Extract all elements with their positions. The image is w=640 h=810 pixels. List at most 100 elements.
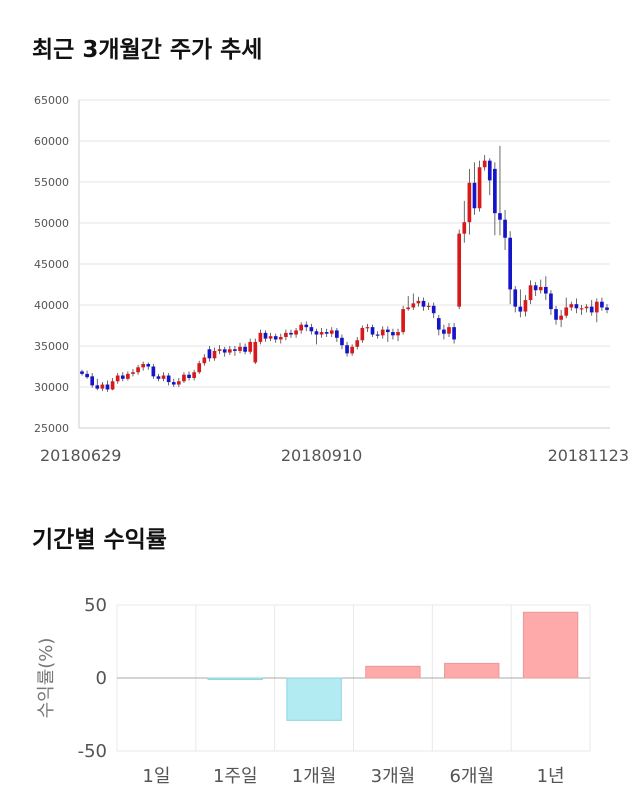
candle-body — [258, 332, 263, 342]
candle-body — [345, 345, 349, 354]
x-tick-label: 20180629 — [40, 446, 121, 465]
y-tick-label: 55000 — [34, 176, 69, 189]
candle-body — [289, 332, 293, 335]
candle-body — [487, 160, 492, 181]
candle-body — [385, 329, 390, 333]
y-tick-label: 25000 — [34, 422, 69, 435]
x-tick-label: 20180910 — [281, 446, 362, 465]
candle-body — [222, 349, 227, 353]
x-category-label: 1년 — [537, 766, 565, 787]
candle-body — [110, 381, 115, 390]
candle-body — [442, 329, 446, 334]
candle-body — [263, 332, 268, 339]
candle-body — [503, 219, 507, 238]
candle-body — [355, 340, 360, 347]
candle-body — [177, 381, 181, 385]
candle-body — [600, 301, 604, 308]
candle-body — [171, 382, 176, 385]
candle-body — [212, 350, 217, 359]
candle-body — [380, 329, 385, 336]
candle-body — [452, 327, 456, 340]
candle-body — [146, 364, 151, 367]
candle-body — [549, 293, 553, 310]
candle-body — [248, 341, 253, 352]
candlestick-chart: 25000 30000 35000 40000 45000 50000 55000 60000… — [34, 94, 629, 465]
y-tick-label: 45000 — [34, 258, 69, 271]
candle-body — [406, 307, 411, 310]
candle-body — [594, 301, 599, 313]
candle-body — [227, 349, 232, 353]
candle-body — [370, 327, 375, 335]
y-tick-label: 0 — [96, 668, 107, 689]
candle-body — [268, 336, 273, 339]
x-tick-label: 20181123 — [548, 446, 629, 465]
candle-body — [513, 289, 518, 307]
candle-body — [217, 349, 222, 351]
candle-body — [589, 306, 594, 313]
candle-body — [238, 346, 242, 351]
candle-body — [202, 357, 207, 364]
candle-body — [120, 375, 125, 379]
candle-body — [605, 307, 609, 310]
candle-body — [401, 309, 405, 333]
candle-body — [335, 330, 339, 338]
x-category-label: 1일 — [142, 766, 170, 787]
candle-body — [340, 337, 344, 346]
candle-body — [447, 327, 451, 334]
candle-body — [482, 160, 487, 168]
candle-body — [233, 349, 237, 351]
y-tick-label: 50 — [84, 595, 107, 616]
y-tick-label: 40000 — [34, 299, 69, 312]
candle-body — [493, 168, 497, 214]
candle-body — [329, 330, 334, 334]
candle-body — [431, 305, 436, 314]
candle-body — [518, 306, 523, 312]
candle-body — [273, 336, 278, 340]
candle-body — [304, 324, 309, 328]
candle-body — [126, 373, 130, 379]
candle-body — [105, 384, 110, 390]
candle-body — [243, 346, 247, 352]
candle-body — [436, 318, 441, 330]
x-category-label: 3개월 — [371, 766, 416, 787]
candle-body — [324, 332, 329, 334]
candle-body — [319, 332, 324, 335]
candle-body — [579, 308, 584, 310]
candle-body — [538, 286, 543, 291]
candle-body — [411, 303, 416, 308]
candle-body — [131, 372, 135, 374]
y-tick-label: 60000 — [34, 135, 69, 148]
y-axis-label: 수익률(%) — [36, 638, 57, 719]
returns-chart-title: 기간별 수익률 — [32, 527, 167, 553]
y-tick-label: 50000 — [34, 217, 69, 230]
candle-body — [115, 375, 120, 382]
candle-body — [294, 330, 298, 335]
candle-body — [197, 363, 202, 373]
candle-body — [574, 304, 579, 309]
x-category-label: 1개월 — [292, 766, 337, 787]
return-bar — [522, 611, 579, 679]
candle-body — [90, 376, 95, 386]
candle-body — [100, 384, 105, 389]
candle-body — [350, 346, 354, 354]
candle-body — [457, 233, 462, 307]
candle-body — [523, 300, 528, 312]
candle-body — [554, 309, 558, 320]
return-bar — [286, 677, 342, 721]
candle-body — [365, 327, 370, 329]
candle-body — [156, 376, 161, 379]
candle-body — [299, 324, 304, 331]
candle-body — [564, 307, 569, 316]
x-category-label: 1주일 — [213, 766, 258, 787]
candle-body — [421, 300, 426, 307]
candle-body — [559, 315, 563, 320]
candle-body — [426, 305, 431, 308]
candle-body — [533, 285, 538, 291]
candle-body — [192, 372, 196, 378]
y-tick-label: 65000 — [34, 94, 69, 107]
candle-body — [396, 332, 400, 336]
candle-body — [187, 374, 191, 378]
candle-body — [391, 332, 395, 336]
y-tick-label: 30000 — [34, 381, 69, 394]
